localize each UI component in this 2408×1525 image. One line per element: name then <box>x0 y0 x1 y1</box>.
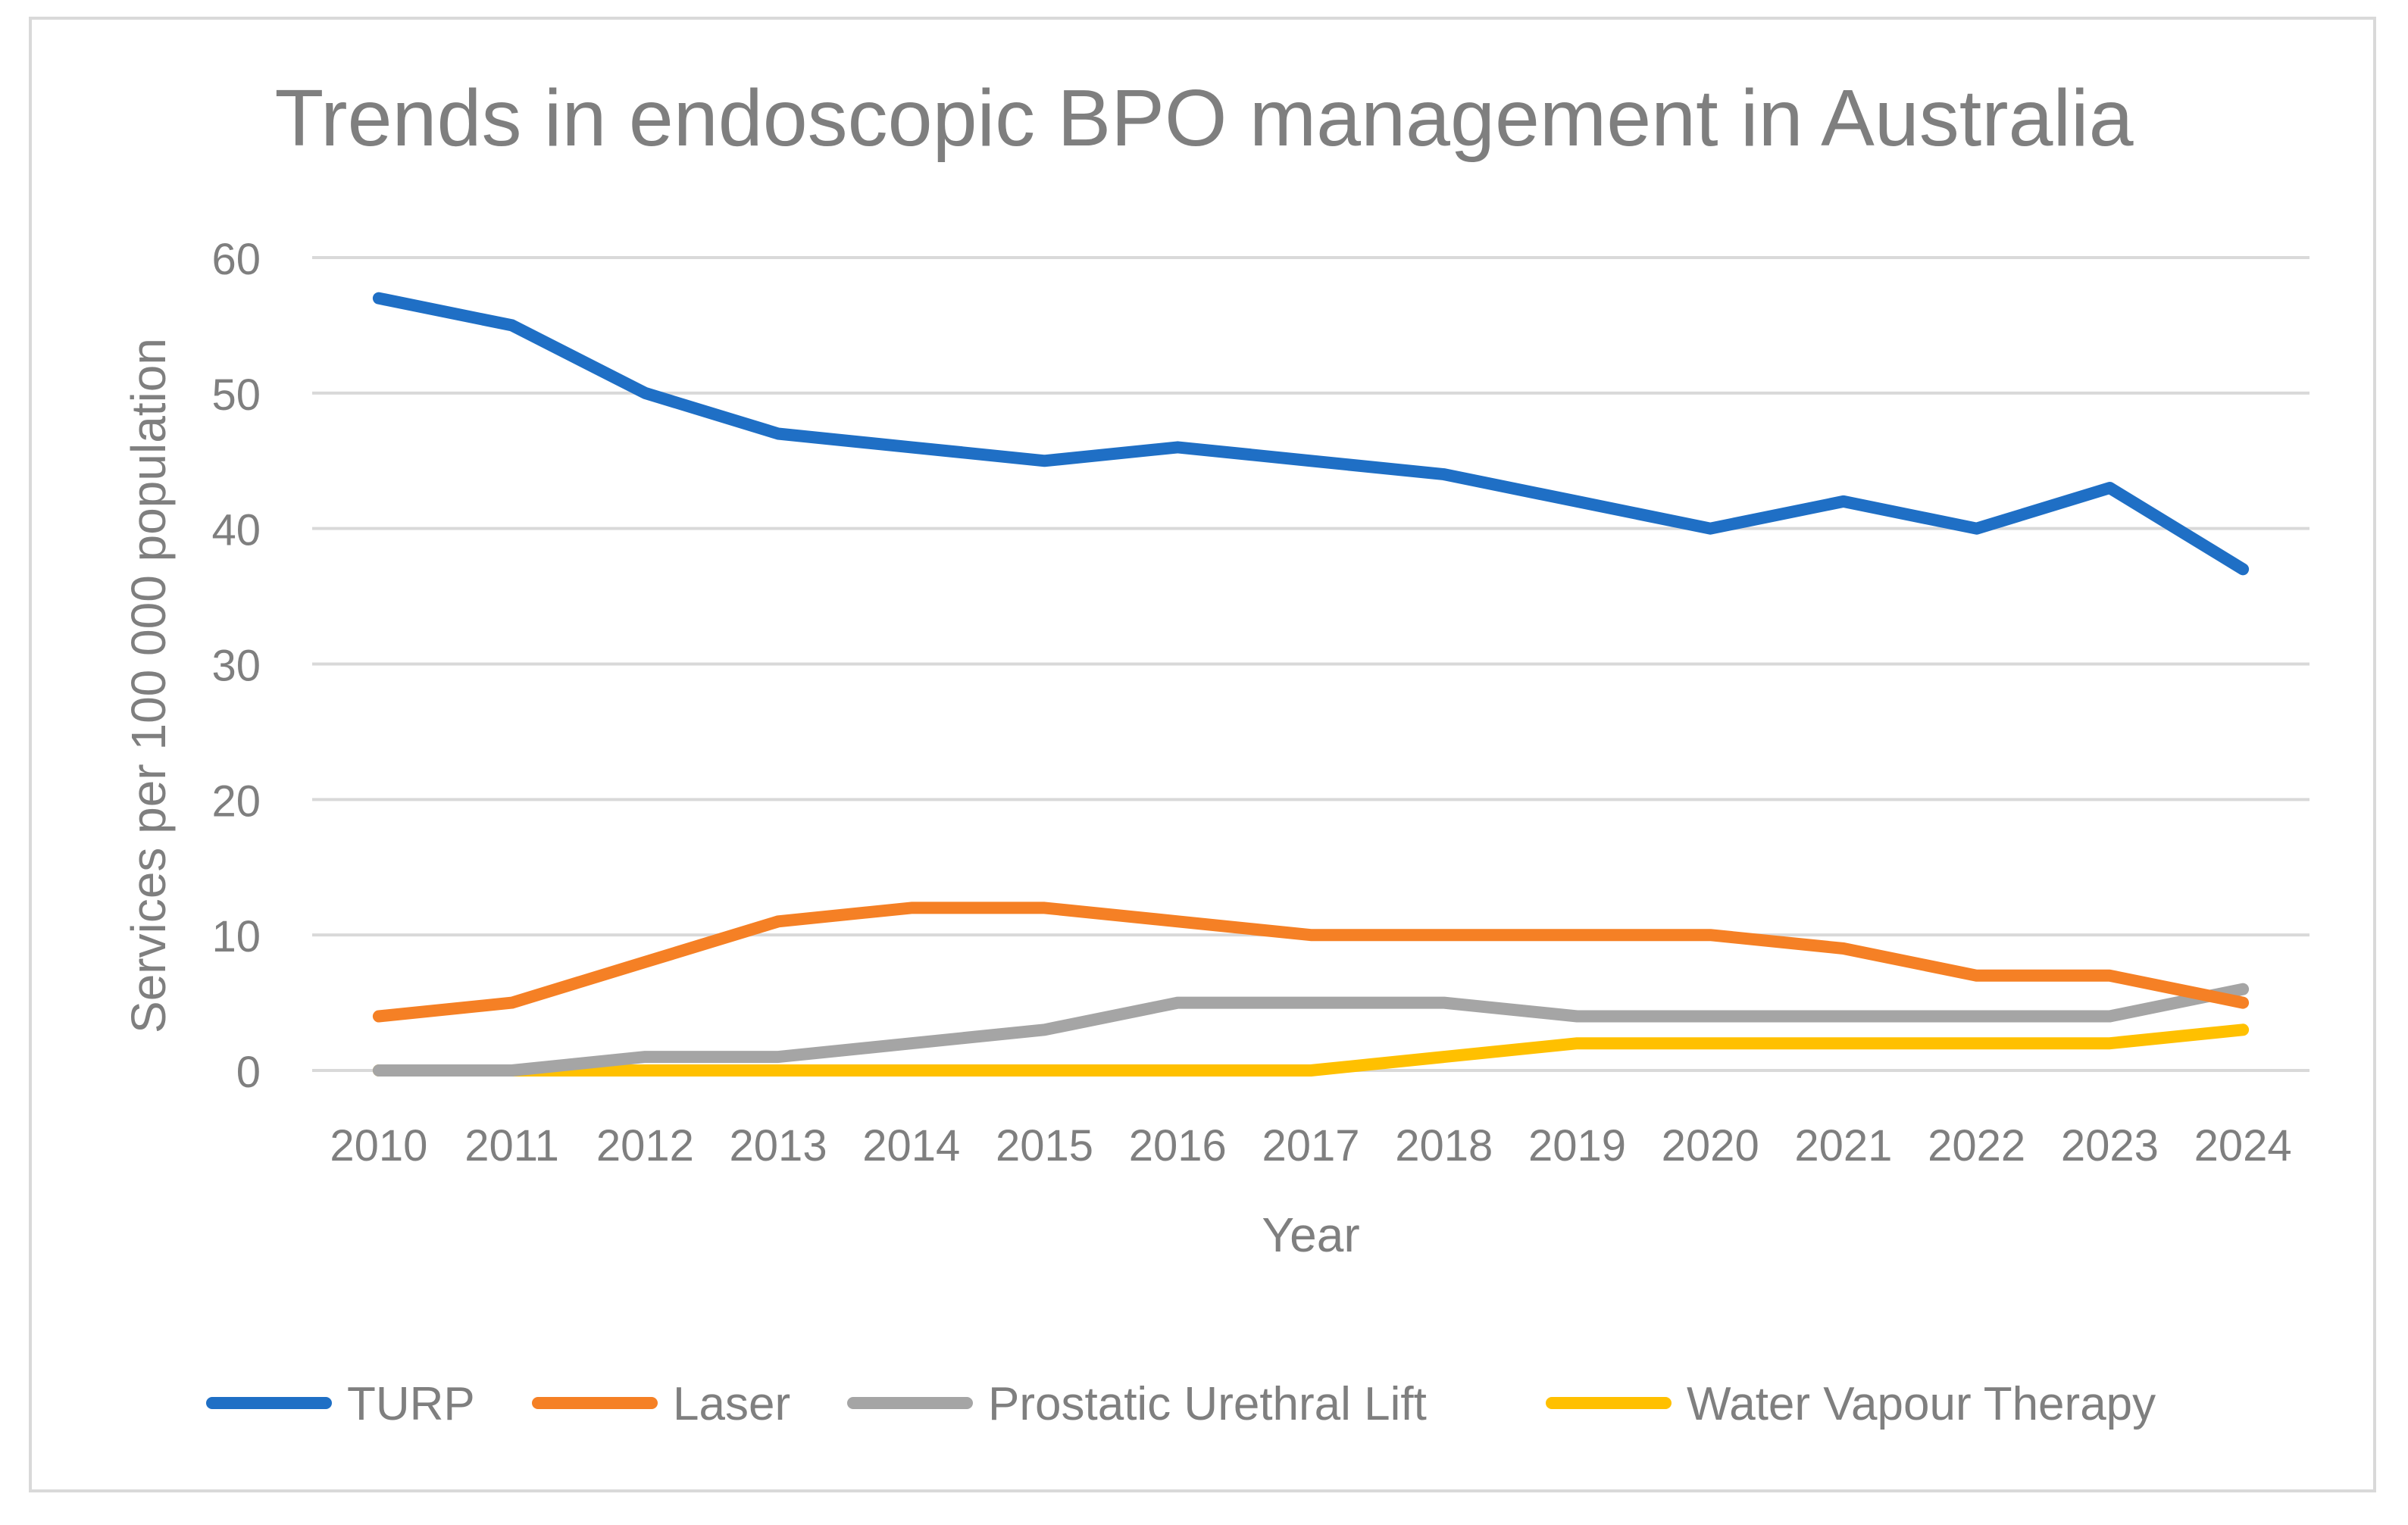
x-tick-label: 2015 <box>996 1121 1093 1170</box>
y-tick-label: 30 <box>211 642 261 691</box>
x-tick-label: 2018 <box>1395 1121 1493 1170</box>
x-axis-title: Year <box>1262 1208 1359 1262</box>
y-tick-label: 40 <box>211 506 261 555</box>
x-tick-label: 2024 <box>2194 1121 2292 1170</box>
x-tick-label: 2017 <box>1262 1121 1359 1170</box>
series-line-water-vapour-therapy <box>372 1023 2250 1077</box>
legend-item-water-vapour-therapy: Water Vapour Therapy <box>1546 1378 2156 1430</box>
legend-label: TURP <box>347 1378 475 1430</box>
series-lines <box>372 292 2250 1077</box>
x-tick-label: 2021 <box>1794 1121 1892 1170</box>
legend: TURP Laser Prostatic Urethral Lift Water Va… <box>206 1378 2156 1430</box>
legend-item-turp: TURP <box>206 1378 475 1430</box>
y-tick-label: 60 <box>211 235 261 284</box>
legend-label: Laser <box>673 1378 790 1430</box>
y-axis-ticks: 0 10 20 30 40 50 60 <box>211 235 261 1097</box>
x-tick-label: 2014 <box>862 1121 960 1170</box>
x-tick-label: 2013 <box>730 1121 827 1170</box>
series-line-prostatic-urethral-lift <box>372 983 2250 1077</box>
y-tick-label: 0 <box>236 1048 261 1097</box>
legend-label: Water Vapour Therapy <box>1687 1378 2156 1430</box>
chart-frame <box>29 17 2376 1492</box>
legend-item-laser: Laser <box>532 1378 790 1430</box>
y-tick-label: 20 <box>211 777 261 826</box>
x-tick-label: 2011 <box>464 1121 559 1170</box>
y-axis-title: Services per 100 000 population <box>121 338 176 1033</box>
series-line-laser <box>372 902 2250 1023</box>
legend-item-prostatic-urethral-lift: Prostatic Urethral Lift <box>847 1378 1427 1430</box>
legend-label: Prostatic Urethral Lift <box>988 1378 1427 1430</box>
x-tick-label: 2022 <box>1928 1121 2025 1170</box>
x-tick-label: 2012 <box>596 1121 694 1170</box>
chart-title: Trends in endoscopic BPO management in A… <box>274 73 2133 163</box>
x-tick-label: 2023 <box>2061 1121 2159 1170</box>
y-tick-label: 50 <box>211 370 261 420</box>
x-tick-label: 2020 <box>1662 1121 1759 1170</box>
x-tick-label: 2019 <box>1528 1121 1626 1170</box>
y-tick-label: 10 <box>211 912 261 961</box>
series-line-turp <box>372 292 2250 576</box>
x-axis-ticks: 2010 2011 2012 2013 2014 2015 2016 2017 2018 2019… <box>330 1121 2291 1170</box>
x-tick-label: 2010 <box>330 1121 427 1170</box>
x-tick-label: 2016 <box>1129 1121 1227 1170</box>
